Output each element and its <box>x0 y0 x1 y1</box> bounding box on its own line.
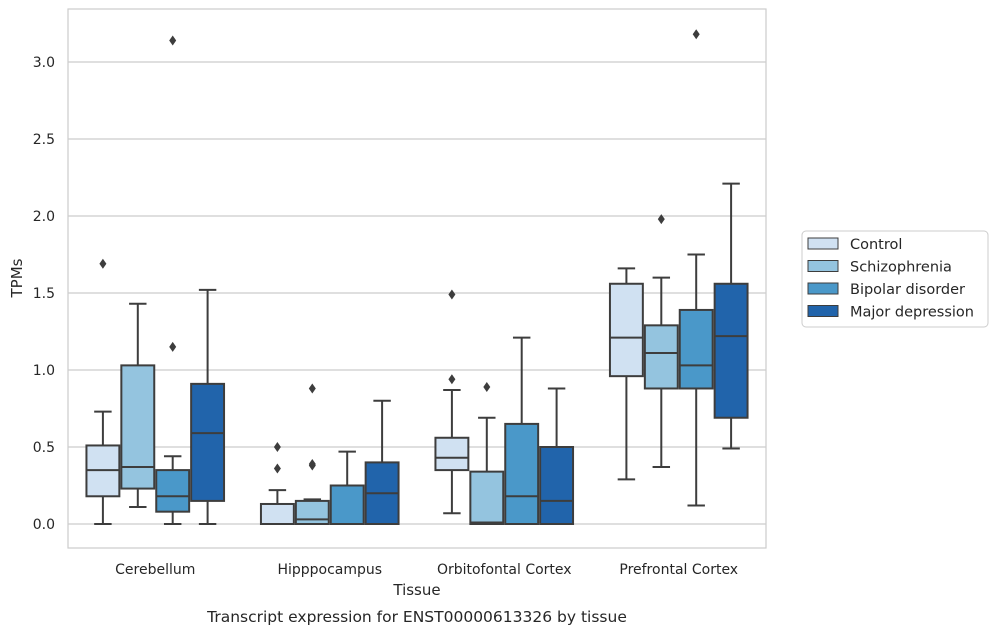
legend-swatch <box>807 260 839 272</box>
legend-box <box>801 230 989 328</box>
x-tick-label: Prefrontal Cortex <box>619 562 738 578</box>
outlier-point <box>448 289 456 300</box>
legend-swatch <box>807 305 839 317</box>
plot-frame <box>67 8 767 549</box>
box-3-2 <box>678 29 714 507</box>
box-body <box>469 470 505 526</box>
box-2-2 <box>504 336 540 525</box>
x-tick-labels: Cerebellum Hipppocampus Orbitofontal Corte… <box>115 562 738 578</box>
outlier-point <box>273 463 281 474</box>
y-tick-label: 2.5 <box>33 132 55 148</box>
box-0-2 <box>155 35 191 525</box>
x-tick-label: Hipppocampus <box>277 562 382 578</box>
box-body <box>329 484 365 525</box>
box-3-3 <box>713 182 749 450</box>
y-tick-label: 1.0 <box>33 363 55 379</box>
box-2-3 <box>539 387 575 525</box>
box-body <box>713 282 749 419</box>
box-body <box>678 308 714 390</box>
box-body <box>539 446 575 525</box>
legend-label: Bipolar disorder <box>850 282 965 298</box>
box-3-1 <box>643 214 679 469</box>
box-body <box>434 436 470 472</box>
box-2-0 <box>434 289 470 515</box>
box-body <box>155 469 191 513</box>
outlier-point <box>448 374 456 385</box>
box-1-0 <box>259 442 295 526</box>
box-body <box>120 364 156 490</box>
box-body <box>190 382 226 502</box>
outlier-point <box>483 381 491 392</box>
x-tick-label: Cerebellum <box>115 562 195 578</box>
box-1-2 <box>329 450 365 525</box>
box-0-1 <box>120 302 156 509</box>
x-axis-label: Tissue <box>392 581 440 599</box>
outlier-point <box>692 29 700 40</box>
outlier-point <box>308 383 316 394</box>
box-2-1 <box>469 381 505 526</box>
y-tick-label: 3.0 <box>33 55 55 71</box>
box-body <box>259 502 295 526</box>
y-tick-label: 1.5 <box>33 286 55 302</box>
box-0-0 <box>85 258 121 525</box>
box-1-3 <box>364 399 400 525</box>
box-body <box>504 422 540 525</box>
legend-swatch <box>807 237 839 250</box>
legend-swatch <box>807 282 839 295</box>
outlier-point <box>657 214 665 225</box>
outlier-point <box>169 341 177 352</box>
box-body <box>643 324 679 390</box>
y-tick-labels: 0.0 0.5 1.0 1.5 2.0 2.5 3.0 <box>33 55 55 533</box>
x-tick-label: Orbitofontal Cortex <box>437 562 572 578</box>
box-body <box>294 499 330 525</box>
box-body <box>608 282 644 378</box>
outlier-point <box>308 458 316 469</box>
box-0-3 <box>190 288 226 525</box>
outlier-point <box>273 442 281 452</box>
plot-area <box>85 29 749 526</box>
box-1-1 <box>294 383 330 525</box>
y-tick-label: 0.5 <box>33 440 55 456</box>
outlier-point <box>99 258 107 269</box>
legend-label: Major depression <box>850 305 974 321</box>
y-gridlines <box>68 61 766 525</box>
legend-label: Control <box>850 237 902 253</box>
outlier-point <box>169 35 177 46</box>
box-3-0 <box>608 267 644 481</box>
chart-caption: Transcript expression for ENST0000061332… <box>206 608 627 626</box>
y-tick-label: 0.0 <box>33 517 55 533</box>
y-tick-label: 2.0 <box>33 209 55 225</box>
legend-label: Schizophrenia <box>850 260 952 276</box>
legend: Control Schizophrenia Bipolar disorder Majo… <box>801 230 989 328</box>
y-axis-label: TPMs <box>8 258 26 298</box>
